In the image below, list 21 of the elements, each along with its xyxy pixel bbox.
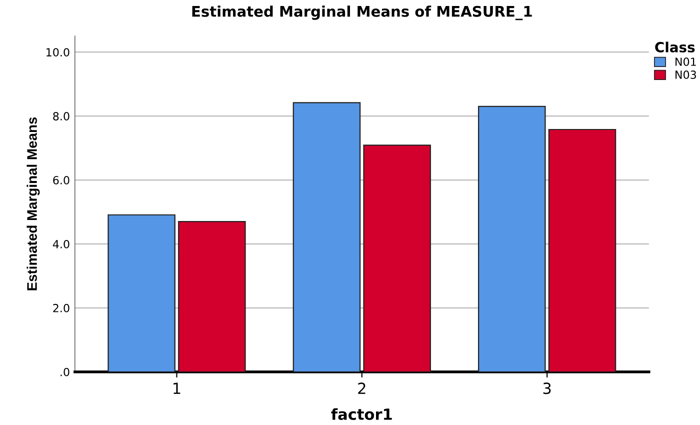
legend-label: N01	[676, 58, 696, 66]
bar	[178, 221, 246, 372]
bar	[363, 144, 431, 372]
x-axis-title: factor1	[331, 408, 392, 420]
bar	[292, 102, 361, 372]
y-tick-label: 2.0	[53, 304, 70, 312]
bar	[548, 128, 616, 372]
x-tick-label: 2	[358, 382, 366, 394]
y-tick-label: 4.0	[52, 240, 70, 248]
bar	[108, 214, 176, 372]
y-tick-label: 10.0	[46, 48, 70, 56]
y-tick-label: 8.0	[53, 112, 70, 120]
legend-title: Class	[655, 42, 695, 52]
chart-title: Estimated Marginal Means of MEASURE_1	[192, 6, 532, 20]
y-tick-label: .0	[60, 368, 70, 376]
y-tick-label: 6.0	[53, 176, 70, 184]
bar	[478, 106, 546, 372]
x-tick-label: 1	[174, 382, 180, 394]
y-axis-title: Estimated Marginal Means	[26, 117, 40, 290]
x-tick-label: 3	[543, 382, 551, 394]
legend-label: N03	[676, 70, 696, 79]
